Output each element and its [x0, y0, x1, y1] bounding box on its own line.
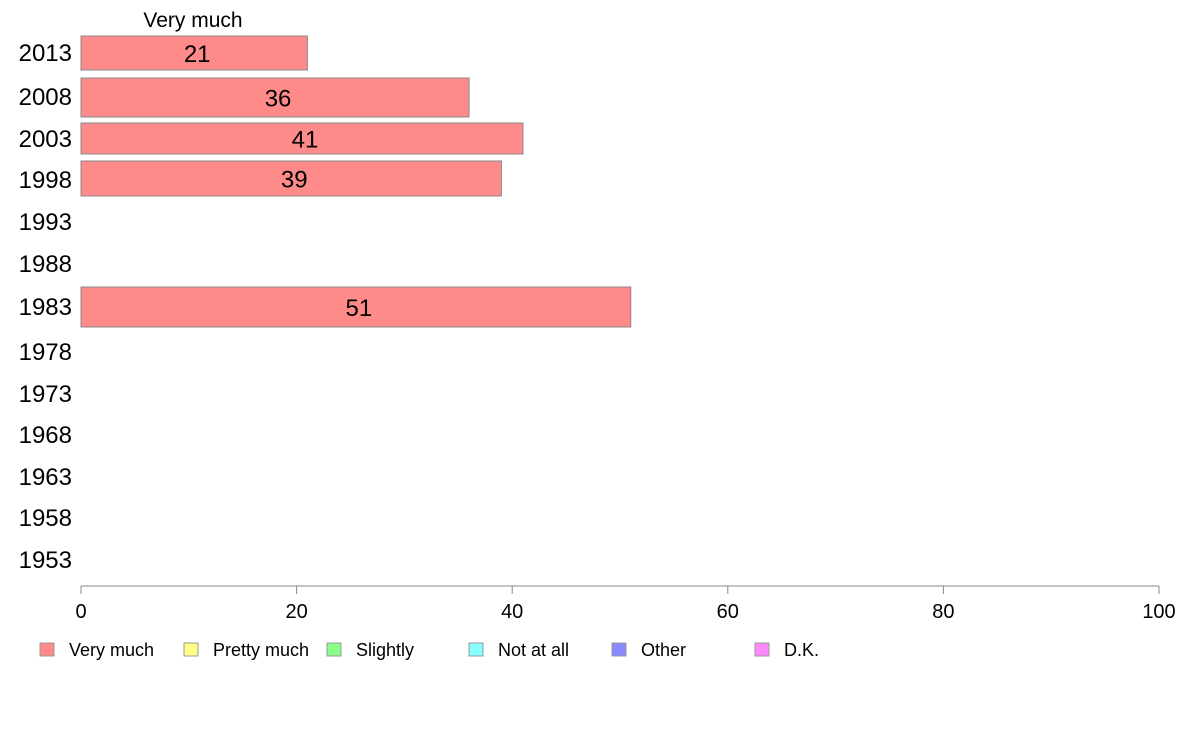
y-tick-label: 2008: [19, 84, 72, 111]
legend-swatch: [754, 642, 770, 657]
x-tick-label: 20: [285, 601, 307, 623]
legend-swatch: [468, 642, 484, 657]
bar: [80, 122, 524, 155]
legend: Very much Pretty much Slightly Not at all Ot…: [39, 640, 819, 660]
y-tick-label: 2003: [19, 126, 72, 153]
x-tick-label: 80: [932, 601, 954, 623]
x-tick-label: 60: [717, 601, 739, 623]
legend-swatch: [183, 642, 199, 657]
legend-label: Slightly: [356, 640, 414, 660]
y-tick-label: 1998: [19, 167, 72, 194]
legend-label: Other: [641, 640, 686, 660]
legend-swatch: [611, 642, 627, 657]
y-tick-label: 1988: [19, 251, 72, 278]
bar-value-label: 51: [346, 295, 373, 322]
legend-label: Pretty much: [213, 640, 309, 660]
y-tick-label: 1978: [19, 339, 72, 366]
legend-swatch: [326, 642, 342, 657]
y-tick-label: 1958: [19, 505, 72, 532]
bar: [80, 286, 632, 328]
x-axis: 0 20 40 60 80 100: [75, 585, 1176, 623]
y-tick-label: 1973: [19, 381, 72, 408]
bar-value-label: 36: [265, 86, 292, 113]
y-tick-label: 1968: [19, 422, 72, 449]
bar-value-label: 39: [281, 167, 308, 194]
y-tick-label: 1953: [19, 547, 72, 574]
y-tick-label: 2013: [19, 40, 72, 67]
bar-value-label: 41: [292, 127, 319, 154]
y-tick-label: 1963: [19, 464, 72, 491]
bar-value-label: 21: [184, 41, 211, 68]
y-tick-label: 1993: [19, 209, 72, 236]
legend-label: D.K.: [784, 640, 819, 660]
bar: [80, 35, 308, 71]
bars-group: [80, 35, 632, 328]
x-tick-label: 0: [75, 601, 86, 623]
bar: [80, 160, 502, 197]
x-tick-label: 100: [1142, 601, 1175, 623]
x-tick-label: 40: [501, 601, 523, 623]
legend-swatch: [39, 642, 55, 657]
legend-label: Not at all: [498, 640, 569, 660]
series-title: Very much: [143, 9, 242, 32]
legend-label: Very much: [69, 640, 154, 660]
y-axis: 2013 2008 2003 1998 1993 1988 1983 1978 1973 1968…: [19, 40, 72, 574]
y-tick-label: 1983: [19, 294, 72, 321]
bar: [80, 77, 470, 118]
